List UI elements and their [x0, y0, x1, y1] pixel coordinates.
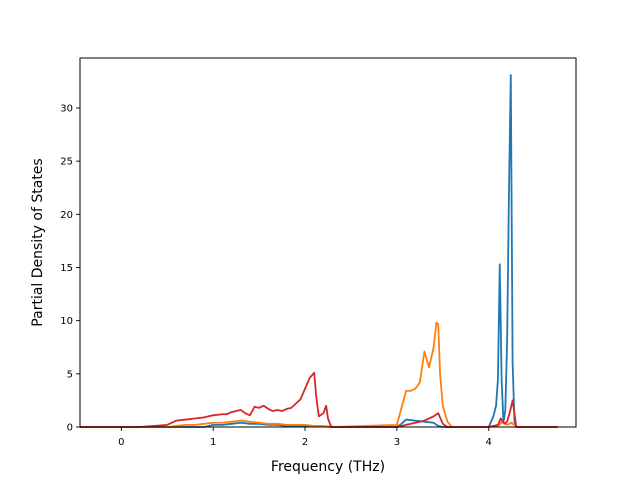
x-axis-ticks: 0 1 2 3 4: [118, 427, 492, 448]
x-tick-label: 4: [486, 437, 492, 448]
y-tick-label: 30: [60, 103, 73, 114]
y-tick-label: 5: [67, 369, 73, 380]
x-tick-label: 3: [394, 437, 400, 448]
y-tick-label: 25: [60, 157, 73, 168]
y-axis-label: Partial Density of States: [30, 158, 46, 326]
x-tick-label: 0: [118, 437, 124, 448]
series-line-1: [80, 74, 558, 428]
x-tick-label: 1: [210, 437, 216, 448]
y-tick-label: 0: [67, 423, 73, 434]
y-tick-label: 10: [60, 316, 73, 327]
axes-frame: [79, 57, 577, 428]
x-tick-label: 2: [302, 437, 308, 448]
y-tick-label: 20: [60, 210, 73, 221]
x-axis-label: Frequency (THz): [271, 459, 385, 475]
y-tick-label: 15: [60, 263, 73, 274]
y-axis-ticks: 0 5 10 15 20 25 30: [60, 103, 80, 434]
